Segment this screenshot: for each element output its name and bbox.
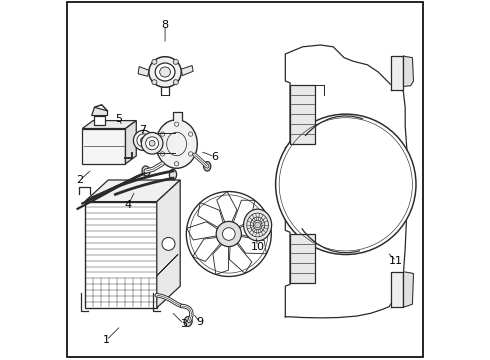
Polygon shape [187, 222, 220, 240]
Circle shape [146, 137, 159, 150]
Text: 8: 8 [162, 20, 169, 30]
Ellipse shape [160, 67, 171, 77]
Circle shape [141, 132, 163, 154]
Circle shape [255, 222, 261, 228]
Polygon shape [285, 45, 407, 318]
Circle shape [152, 59, 157, 64]
Circle shape [189, 132, 193, 136]
Circle shape [174, 162, 179, 166]
Polygon shape [82, 129, 125, 164]
Ellipse shape [204, 162, 211, 171]
Circle shape [216, 221, 242, 247]
Polygon shape [233, 200, 255, 228]
Circle shape [222, 228, 235, 240]
Polygon shape [236, 236, 267, 254]
Ellipse shape [155, 63, 175, 81]
Polygon shape [85, 180, 180, 202]
Polygon shape [403, 56, 414, 86]
Polygon shape [82, 121, 136, 129]
Polygon shape [403, 272, 414, 307]
Ellipse shape [170, 169, 176, 180]
Polygon shape [125, 121, 136, 164]
Polygon shape [197, 203, 224, 228]
Ellipse shape [142, 166, 150, 176]
Text: 5: 5 [115, 114, 122, 124]
Circle shape [173, 80, 178, 85]
Polygon shape [173, 112, 182, 120]
Circle shape [160, 132, 165, 136]
Polygon shape [94, 116, 105, 125]
Text: 7: 7 [139, 125, 146, 135]
Text: 3: 3 [180, 319, 187, 329]
Text: 10: 10 [250, 242, 265, 252]
Circle shape [133, 130, 153, 150]
Circle shape [149, 140, 155, 146]
Circle shape [152, 80, 157, 85]
Circle shape [189, 152, 193, 156]
Text: 4: 4 [124, 200, 131, 210]
Ellipse shape [149, 57, 181, 87]
Polygon shape [181, 66, 193, 76]
Circle shape [137, 134, 150, 147]
Polygon shape [213, 242, 228, 274]
Circle shape [174, 122, 179, 126]
Text: 9: 9 [196, 317, 203, 327]
Polygon shape [391, 56, 403, 90]
Circle shape [173, 59, 178, 64]
Ellipse shape [244, 209, 271, 241]
Polygon shape [85, 202, 157, 308]
Polygon shape [92, 107, 107, 116]
Polygon shape [138, 67, 149, 76]
Text: 6: 6 [211, 152, 218, 162]
Polygon shape [229, 242, 252, 273]
Polygon shape [217, 192, 237, 225]
Circle shape [141, 138, 147, 143]
Polygon shape [391, 272, 403, 307]
Text: 2: 2 [76, 175, 84, 185]
Circle shape [162, 237, 175, 251]
Polygon shape [157, 180, 180, 308]
Circle shape [275, 114, 416, 255]
Polygon shape [193, 237, 221, 261]
FancyBboxPatch shape [290, 85, 315, 144]
Text: 11: 11 [389, 256, 403, 266]
FancyBboxPatch shape [290, 234, 315, 283]
Circle shape [160, 152, 165, 156]
Ellipse shape [156, 120, 197, 168]
Text: 1: 1 [103, 335, 110, 345]
Ellipse shape [184, 316, 192, 327]
Polygon shape [238, 216, 270, 238]
